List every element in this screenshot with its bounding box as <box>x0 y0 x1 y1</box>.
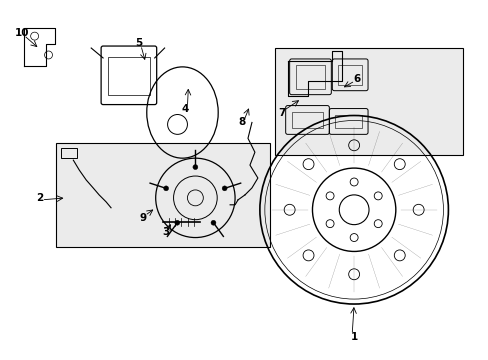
Text: 1: 1 <box>350 332 357 342</box>
Circle shape <box>175 220 180 225</box>
Text: 9: 9 <box>139 213 146 223</box>
Text: 2: 2 <box>36 193 43 203</box>
Bar <box>335 114 361 129</box>
Text: 5: 5 <box>135 38 142 48</box>
Text: 3: 3 <box>162 226 169 237</box>
Text: 7: 7 <box>278 108 285 117</box>
Bar <box>295 65 325 89</box>
Circle shape <box>222 186 226 191</box>
Circle shape <box>192 165 198 170</box>
Text: 4: 4 <box>182 104 189 113</box>
Bar <box>291 112 323 129</box>
Bar <box>56 143 269 247</box>
Text: 6: 6 <box>353 74 360 84</box>
Circle shape <box>210 220 216 225</box>
Bar <box>274 48 462 155</box>
Circle shape <box>163 186 168 191</box>
Text: 8: 8 <box>238 117 245 127</box>
Bar <box>108 57 149 95</box>
Bar <box>338 65 361 85</box>
Text: 10: 10 <box>15 28 29 38</box>
Bar <box>61 148 77 158</box>
